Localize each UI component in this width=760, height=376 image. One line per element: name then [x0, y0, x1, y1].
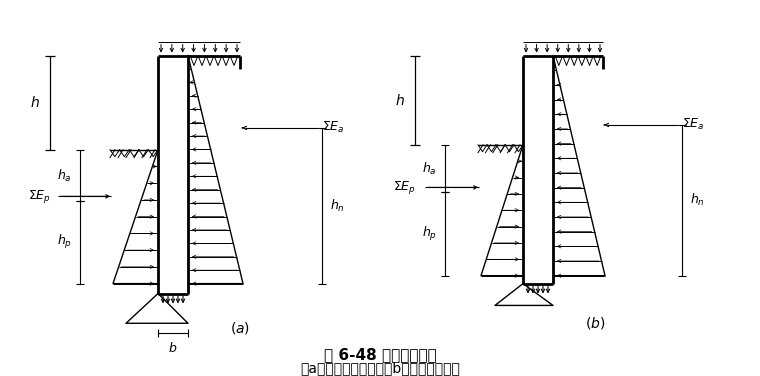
- Text: $h_a$: $h_a$: [423, 161, 437, 177]
- Text: （a）砂土及碎石土；（b）粘性土及粉土: （a）砂土及碎石土；（b）粘性土及粉土: [300, 361, 460, 375]
- Text: $\Sigma E_p$: $\Sigma E_p$: [28, 188, 51, 205]
- Text: $h_a$: $h_a$: [57, 167, 72, 183]
- Text: $h_n$: $h_n$: [330, 198, 345, 214]
- Text: $\Sigma E_a$: $\Sigma E_a$: [322, 120, 344, 135]
- Text: $h$: $h$: [395, 92, 405, 108]
- Text: $h_p$: $h_p$: [422, 225, 437, 243]
- Text: $b$: $b$: [168, 341, 178, 355]
- Text: $(a)$: $(a)$: [230, 320, 250, 336]
- Text: $\Sigma E_p$: $\Sigma E_p$: [393, 179, 416, 196]
- Text: $h$: $h$: [30, 95, 40, 110]
- Text: $h_p$: $h_p$: [57, 233, 72, 252]
- Text: $h_n$: $h_n$: [690, 192, 705, 208]
- Text: $\Sigma E_a$: $\Sigma E_a$: [682, 117, 705, 132]
- Text: $(b)$: $(b)$: [584, 315, 605, 331]
- Text: 图 6-48 水泥土围护墙: 图 6-48 水泥土围护墙: [324, 347, 436, 362]
